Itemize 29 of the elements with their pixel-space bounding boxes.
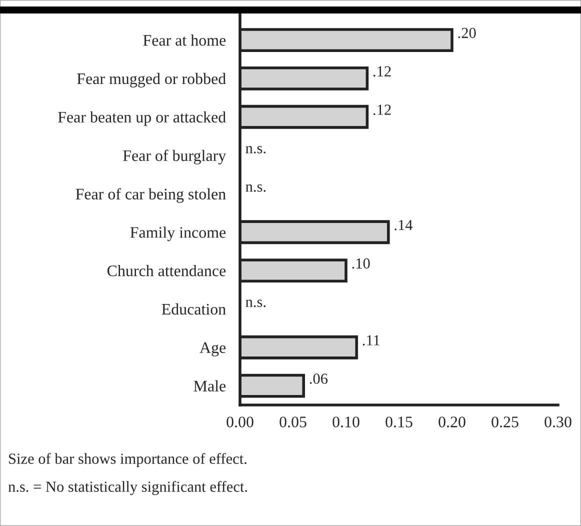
y-tick-label: Fear of car being stolen xyxy=(76,188,226,203)
y-tick-label: Fear beaten up or attacked xyxy=(58,111,226,126)
y-tick-label: Fear of burglary xyxy=(123,150,226,164)
x-tick-label: 0.20 xyxy=(438,416,466,428)
text: n.s. xyxy=(246,300,266,308)
x-tick-label: 0.10 xyxy=(332,416,360,428)
y-tick-label: Family income xyxy=(130,226,226,242)
x-tick-label: 0.00 xyxy=(226,416,254,428)
y-tick-label: Fear mugged or robbed xyxy=(77,72,226,88)
data-label: .14 xyxy=(394,220,413,230)
data-label: .20 xyxy=(458,28,476,38)
x-tick-label: 0.30 xyxy=(544,416,572,428)
y-tick-label: Church attendance xyxy=(107,265,226,276)
x-tick-label: 0.05 xyxy=(280,416,306,428)
y-tick-label: Male xyxy=(194,380,226,392)
text: Size of bar shows importance of effect. xyxy=(9,452,246,468)
text: n.s. = No statistically significant effect. xyxy=(8,480,247,496)
data-label: .12 xyxy=(374,66,391,77)
data-label: .12 xyxy=(374,104,391,116)
y-tick-label: Age xyxy=(200,342,226,356)
x-tick-label: 0.15 xyxy=(386,416,412,428)
text: n.s. xyxy=(246,146,266,154)
data-label: .11 xyxy=(362,335,380,346)
data-label: .06 xyxy=(310,374,328,384)
y-tick-label: Fear at home xyxy=(143,34,226,46)
y-tick-label: Education xyxy=(162,303,226,315)
data-label: .10 xyxy=(352,258,370,269)
text: n.s. xyxy=(246,184,266,192)
x-tick-label: 0.25 xyxy=(492,416,518,428)
